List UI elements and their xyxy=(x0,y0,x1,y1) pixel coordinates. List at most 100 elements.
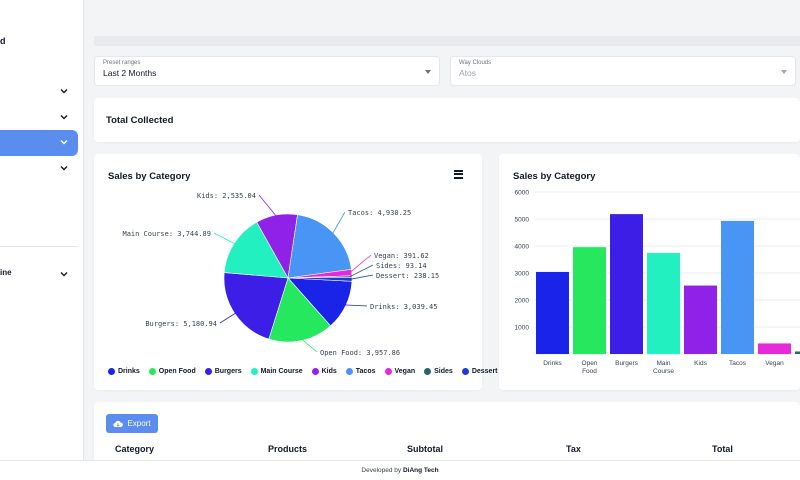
legend-marker xyxy=(424,368,432,375)
bar-tacos[interactable] xyxy=(721,220,754,354)
legend-marker xyxy=(204,368,212,375)
x-tick-label-burgers: Burgers xyxy=(615,360,639,367)
pie-label-open-food: Open Food: 3,957.86 xyxy=(320,349,400,357)
pie-label-main-course: Main Course: 3,744.89 xyxy=(122,230,211,238)
pie-label-kids: Kids: 2,535.04 xyxy=(197,192,256,200)
footer: Developed by DiAng Tech xyxy=(0,460,800,480)
bar-sides[interactable] xyxy=(795,351,800,354)
sidebar-item-section[interactable]: ine xyxy=(0,262,78,288)
legend-item-open-food[interactable]: Open Food xyxy=(148,368,196,375)
top-strip xyxy=(94,36,800,46)
legend-marker xyxy=(345,368,353,375)
total-collected-title: Total Collected xyxy=(106,115,174,126)
legend-item-kids[interactable]: Kids xyxy=(311,368,337,375)
y-tick-label: 5000 xyxy=(515,217,530,224)
chevron-down-icon xyxy=(60,166,68,171)
pie-label-tacos: Tacos: 4,930.25 xyxy=(348,209,411,217)
pie-leader-vegan xyxy=(349,254,372,274)
pie-chart: Drinks: 3,039.45 Open Food: 3,957.86 Burge… xyxy=(122,192,439,357)
bar-burgers[interactable] xyxy=(610,214,643,354)
chevron-down-icon xyxy=(60,89,68,94)
column-header-total: Total xyxy=(712,444,733,454)
bar-chart-card: Sales by Category 1000 2000 3000 4000 5000 60… xyxy=(499,154,800,390)
y-tick-label: 3000 xyxy=(515,271,530,278)
dropdown-arrow-icon xyxy=(425,70,431,74)
x-tick-label-open-food: Open xyxy=(582,360,598,367)
sidebar-item-4[interactable] xyxy=(0,156,78,182)
sidebar-section-label: ine xyxy=(0,268,12,277)
pie-chart-title: Sales by Category xyxy=(108,171,191,182)
pie-label-drinks: Drinks: 3,039.45 xyxy=(370,303,437,311)
bar-drinks[interactable] xyxy=(536,271,569,354)
chevron-down-icon xyxy=(60,140,68,145)
x-tick-label-vegan: Vegan xyxy=(765,360,784,367)
preset-ranges-select[interactable]: Preset ranges Last 2 Months xyxy=(94,56,440,86)
pie-slice-dessert[interactable] xyxy=(287,277,353,282)
legend-item-burgers[interactable]: Burgers xyxy=(204,368,242,375)
chevron-down-icon xyxy=(60,115,68,120)
preset-ranges-value: Last 2 Months xyxy=(103,68,157,78)
legend-marker xyxy=(311,368,319,375)
bar-main-course[interactable] xyxy=(647,252,680,354)
pie-legend: Drinks Open Food Burgers Main Course Kids Tac… xyxy=(108,368,498,375)
legend-item-sides[interactable]: Sides xyxy=(424,368,453,375)
pie-slice-open-food[interactable] xyxy=(268,277,331,343)
way-clouds-select[interactable]: Way Clouds Atos xyxy=(450,56,796,86)
sidebar-heading: d xyxy=(0,36,6,46)
legend-marker xyxy=(148,368,156,375)
legend-label: Burgers xyxy=(214,368,242,375)
pie-leader-open-food xyxy=(300,338,318,353)
y-tick-label: 4000 xyxy=(515,244,530,251)
y-tick-label: 6000 xyxy=(515,190,530,197)
sidebar-item-active[interactable] xyxy=(0,130,78,156)
pie-chart-card: Sales by Category Drinks: 3,039.45 Open F… xyxy=(94,154,498,390)
legend-item-drinks[interactable]: Drinks xyxy=(108,368,140,375)
x-tick-label-kids: Kids xyxy=(694,360,707,367)
pie-leader-drinks xyxy=(343,304,368,307)
column-header-category: Category xyxy=(115,444,155,454)
legend-marker xyxy=(108,368,115,375)
legend-label: Dessert xyxy=(471,368,498,375)
legend-marker xyxy=(384,368,392,375)
pie-label-vegan: Vegan: 391.62 xyxy=(374,252,429,260)
pie-leader-tacos xyxy=(331,211,346,235)
sidebar: d ine xyxy=(0,0,84,460)
legend-item-vegan[interactable]: Vegan xyxy=(384,368,416,375)
bar-kids[interactable] xyxy=(684,285,717,354)
pie-label-dessert: Dessert: 238.15 xyxy=(376,272,439,280)
legend-item-main-course[interactable]: Main Course xyxy=(250,368,303,375)
dropdown-arrow-icon xyxy=(781,70,787,74)
pie-label-burgers: Burgers: 5,180.94 xyxy=(145,320,217,328)
way-clouds-value: Atos xyxy=(459,68,477,78)
menu-icon[interactable] xyxy=(454,170,463,179)
bar-vegan[interactable] xyxy=(758,343,791,354)
x-tick-label-drinks: Drinks xyxy=(543,360,562,367)
legend-label: Drinks xyxy=(118,368,140,375)
chevron-down-icon xyxy=(60,272,68,277)
pie-leader-kids xyxy=(258,194,278,218)
bar-open-food[interactable] xyxy=(573,247,606,354)
x-tick-label-main-course: Course xyxy=(653,368,674,375)
x-tick-label-main-course: Main xyxy=(656,360,670,367)
pie-leader-burgers xyxy=(219,312,237,324)
legend-label: Sides xyxy=(434,368,453,375)
footer-prefix: Developed by xyxy=(361,467,402,474)
pie-slice-tacos[interactable] xyxy=(287,214,352,279)
total-collected-card: Total Collected xyxy=(94,98,800,142)
pie-leader-main-course xyxy=(213,232,237,245)
x-tick-label-tacos: Tacos xyxy=(729,360,747,367)
y-tick-label: 1000 xyxy=(515,325,530,332)
legend-label: Vegan xyxy=(394,368,416,375)
preset-ranges-label: Preset ranges xyxy=(103,60,141,66)
cloud-download-icon xyxy=(113,420,124,427)
sidebar-item-1[interactable] xyxy=(0,79,78,105)
legend-item-tacos[interactable]: Tacos xyxy=(345,368,376,375)
x-tick-label-open-food: Food xyxy=(582,368,597,375)
legend-item-dessert[interactable]: Dessert xyxy=(461,368,498,375)
pie-label-sides: Sides: 93.14 xyxy=(376,262,427,270)
column-header-subtotal: Subtotal xyxy=(407,444,443,454)
sidebar-item-2[interactable] xyxy=(0,105,78,131)
export-button[interactable]: Export xyxy=(106,414,158,433)
pie-leader-sides xyxy=(349,264,374,277)
